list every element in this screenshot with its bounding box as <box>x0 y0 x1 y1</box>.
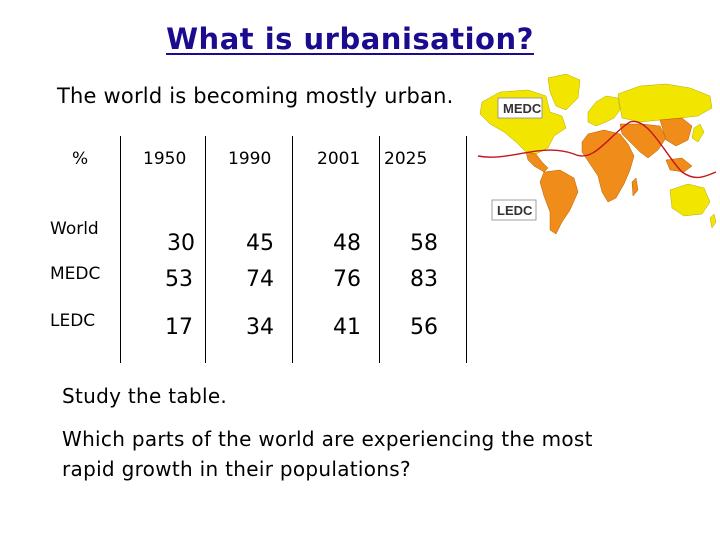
year-header-cell: 1990 <box>205 136 293 205</box>
world-map-image: MEDC LEDC <box>477 73 717 235</box>
table-row-ledc: LEDC 17 34 41 56 <box>42 303 467 363</box>
madagascar-shape <box>631 177 639 197</box>
value-cell: 45 <box>205 205 293 256</box>
south-america-shape <box>539 169 579 235</box>
value-world-2025: 58 <box>410 231 438 256</box>
value-cell: 34 <box>205 303 293 363</box>
value-world-1950: 30 <box>167 231 195 256</box>
greenland-shape <box>547 73 581 111</box>
value-cell: 48 <box>292 205 380 256</box>
question-line-1: Which parts of the world are experiencin… <box>62 427 593 451</box>
year-header-cell: 2001 <box>292 136 380 205</box>
new-zealand-shape <box>709 213 717 229</box>
value-cell: 56 <box>379 303 467 363</box>
row-label-cell: World <box>42 205 121 255</box>
medc-label-box <box>497 97 543 119</box>
value-ledc-2001: 41 <box>333 315 361 340</box>
year-header-2025: 2025 <box>384 149 428 169</box>
value-cell: 30 <box>120 205 206 256</box>
row-label-medc: MEDC <box>50 264 101 284</box>
value-ledc-1950: 17 <box>165 315 193 340</box>
world-map: MEDC LEDC <box>470 72 718 240</box>
value-cell: 76 <box>292 255 380 303</box>
value-medc-2001: 76 <box>333 267 361 292</box>
australia-shape <box>669 183 711 217</box>
north-asia-shape <box>617 83 713 123</box>
instruction-text: Study the table. <box>62 384 228 408</box>
japan-shape <box>691 123 705 143</box>
year-header-1990: 1990 <box>228 149 272 169</box>
table-row-medc: MEDC 53 74 76 83 <box>42 255 467 303</box>
row-label-cell: MEDC <box>42 255 121 303</box>
year-header-1950: 1950 <box>143 149 187 169</box>
value-cell: 83 <box>379 255 467 303</box>
value-ledc-2025: 56 <box>410 315 438 340</box>
row-label-ledc: LEDC <box>50 311 96 331</box>
value-world-1990: 45 <box>246 231 274 256</box>
east-asia-shape <box>659 117 693 147</box>
slide-subtitle: The world is becoming mostly urban. <box>57 84 454 108</box>
value-cell: 58 <box>379 205 467 256</box>
ledc-landmasses <box>525 117 693 235</box>
year-header-cell: 2025 <box>379 136 467 205</box>
ledc-label: LEDC <box>497 203 533 218</box>
value-medc-2025: 83 <box>410 267 438 292</box>
urbanisation-table: % 1950 1990 2001 2025 World 30 45 48 58 <box>42 136 467 363</box>
slide-title: What is urbanisation? <box>166 22 534 56</box>
value-medc-1990: 74 <box>246 267 274 292</box>
value-cell: 41 <box>292 303 380 363</box>
row-label-world: World <box>50 219 99 239</box>
europe-shape <box>587 95 621 127</box>
year-header-cell: 1950 <box>120 136 206 205</box>
value-world-2001: 48 <box>333 231 361 256</box>
north-south-divide-line <box>477 120 717 179</box>
southeast-asia-shape <box>665 157 693 173</box>
value-cell: 53 <box>120 255 206 303</box>
ledc-label-box <box>491 199 537 221</box>
question-line-2: rapid growth in their populations? <box>62 457 411 481</box>
table-header-row: % 1950 1990 2001 2025 <box>42 136 467 205</box>
value-medc-1950: 53 <box>165 267 193 292</box>
medc-label: MEDC <box>503 101 542 116</box>
south-asia-shape <box>619 123 667 159</box>
table-row-world: World 30 45 48 58 <box>42 205 467 256</box>
year-header-2001: 2001 <box>317 149 361 169</box>
corner-cell: % <box>42 136 121 205</box>
value-ledc-1990: 34 <box>246 315 274 340</box>
percent-header: % <box>72 149 89 169</box>
central-america-shape <box>525 151 549 173</box>
row-label-cell: LEDC <box>42 303 121 363</box>
value-cell: 17 <box>120 303 206 363</box>
value-cell: 74 <box>205 255 293 303</box>
